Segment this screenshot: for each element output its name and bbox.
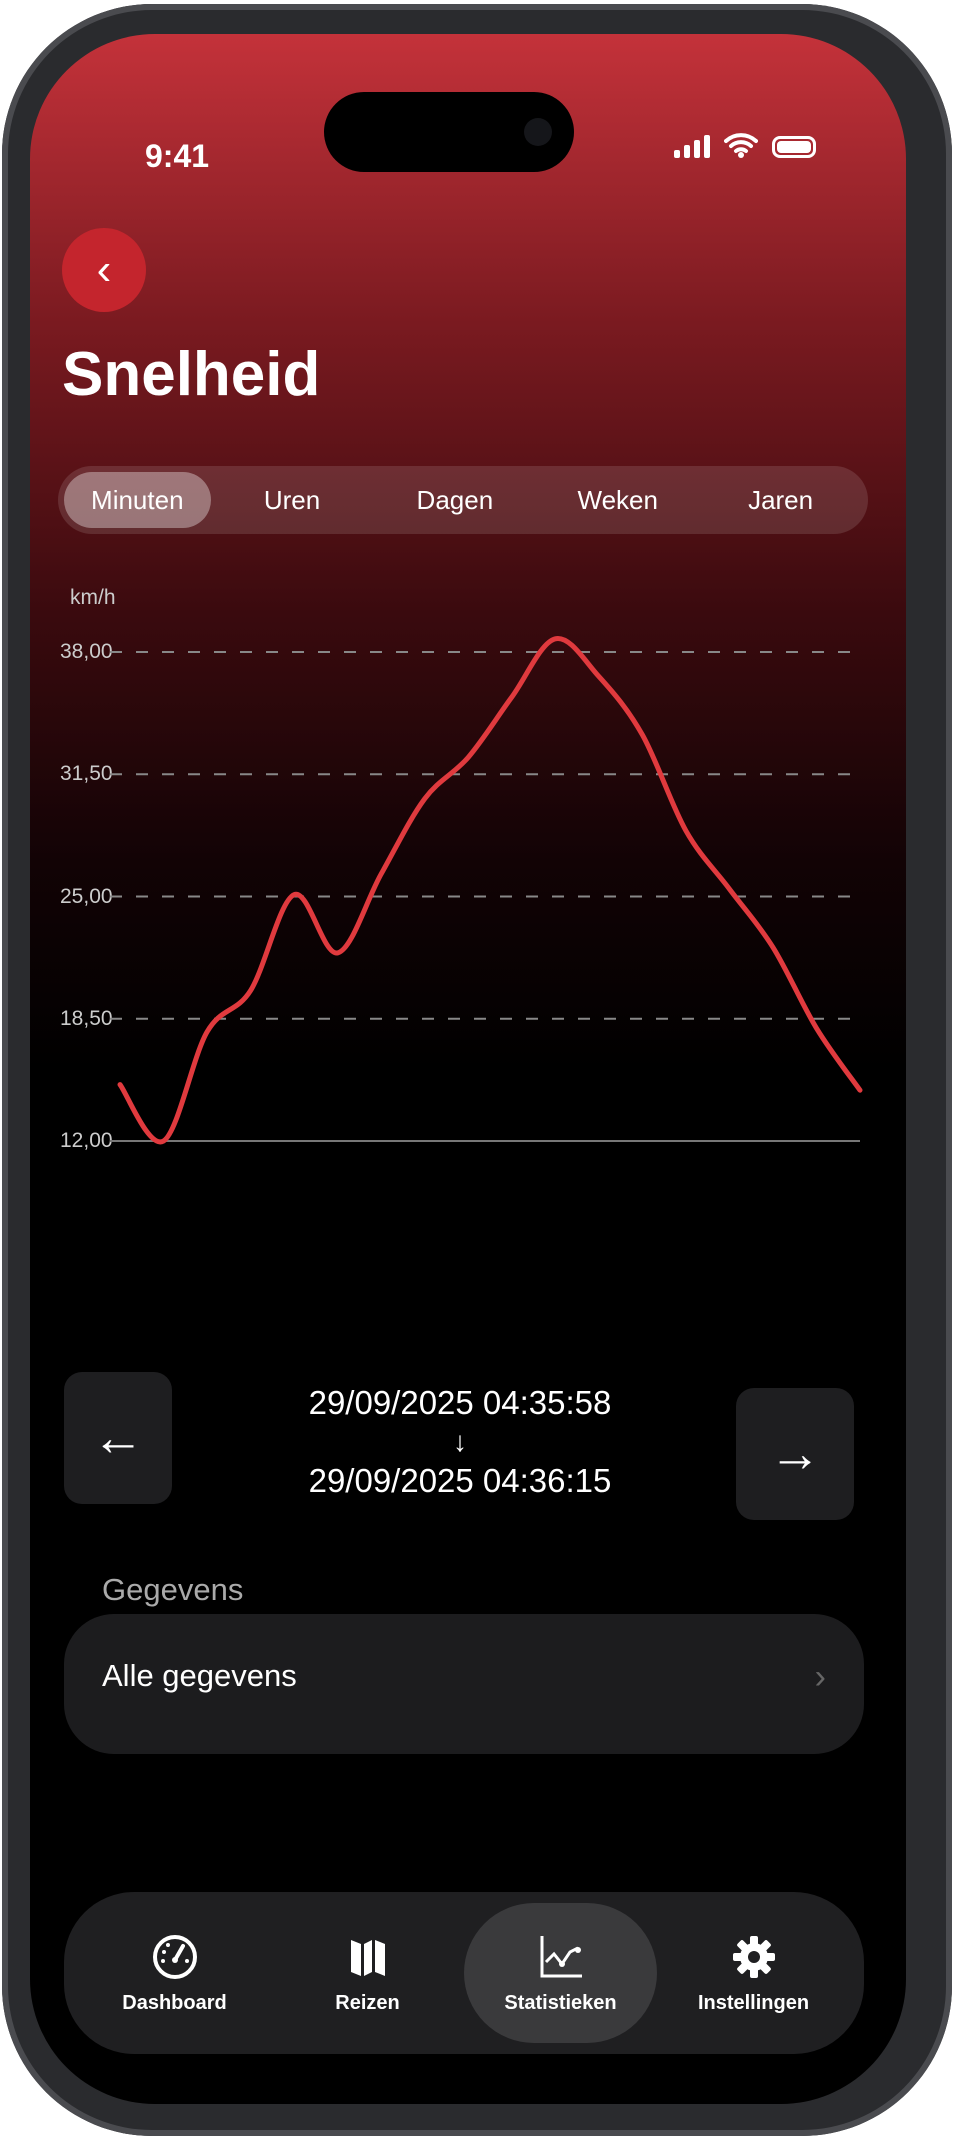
map-icon xyxy=(350,1939,385,1976)
next-range-button[interactable]: → xyxy=(736,1388,854,1520)
tab-dashboard[interactable]: Dashboard xyxy=(78,1903,271,2043)
speed-series-line xyxy=(117,636,863,1145)
y-tick-label: 31,50 xyxy=(60,762,113,786)
previous-range-button[interactable]: ← xyxy=(64,1372,172,1504)
y-tick-label: 18,50 xyxy=(60,1006,113,1030)
chevron-right-icon: › xyxy=(814,1658,826,1696)
wifi-icon xyxy=(724,133,758,158)
range-arrow: ↓ xyxy=(453,1426,467,1457)
screen: 9:41 ‹ Snelheid Minuten Uren Dagen Weken… xyxy=(30,34,906,2104)
period-segmented-control: Minuten Uren Dagen Weken Jaren xyxy=(58,466,868,534)
all-data-row[interactable]: Alle gegevens › xyxy=(64,1614,864,1754)
section-title: Gegevens xyxy=(102,1572,244,1607)
y-tick-label: 12,00 xyxy=(60,1129,113,1152)
y-axis-unit: km/h xyxy=(70,586,116,609)
arrow-right-icon: → xyxy=(769,1425,821,1483)
segment-dagen[interactable]: Dagen xyxy=(416,485,494,515)
tab-label: Dashboard xyxy=(122,1991,227,2014)
tab-reizen[interactable]: Reizen xyxy=(271,1903,464,2043)
date-range: 29/09/2025 04:35:58 ↓ 29/09/2025 04:36:1… xyxy=(180,1379,740,1505)
phone-frame: 9:41 ‹ Snelheid Minuten Uren Dagen Weken… xyxy=(2,4,952,2136)
status-icons xyxy=(674,132,816,158)
chevron-left-icon: ‹ xyxy=(96,245,112,294)
segment-jaren[interactable]: Jaren xyxy=(748,485,814,515)
y-tick-label: 25,00 xyxy=(60,884,113,908)
tab-statistieken[interactable]: Statistieken xyxy=(464,1903,657,2043)
chart-icon xyxy=(540,1935,582,1977)
back-button[interactable]: ‹ xyxy=(62,228,146,312)
row-label: Alle gegevens xyxy=(102,1658,297,1693)
segment-weken[interactable]: Weken xyxy=(577,485,658,515)
gauge-icon xyxy=(152,1934,197,1979)
signal-icon xyxy=(674,135,710,158)
tab-label: Instellingen xyxy=(697,1991,810,2014)
page-title: Snelheid xyxy=(62,340,321,409)
speed-chart xyxy=(110,636,863,1145)
battery-icon xyxy=(772,136,816,158)
status-time: 9:41 xyxy=(145,138,210,174)
segment-uren[interactable]: Uren xyxy=(263,485,321,515)
tab-label: Reizen xyxy=(335,1991,400,2014)
dynamic-island xyxy=(324,92,574,172)
tab-bar: Dashboard Reizen Statistieken Instelling… xyxy=(64,1892,864,2054)
range-end: 29/09/2025 04:36:15 xyxy=(308,1462,612,1499)
tab-instellingen[interactable]: Instellingen xyxy=(657,1903,850,2043)
camera-icon xyxy=(524,118,552,146)
range-start: 29/09/2025 04:35:58 xyxy=(308,1384,612,1421)
tab-label: Statistieken xyxy=(504,1991,617,2014)
arrow-left-icon: ← xyxy=(92,1409,144,1467)
y-tick-label: 38,00 xyxy=(60,640,113,663)
gear-icon xyxy=(732,1935,775,1978)
segment-minuten[interactable]: Minuten xyxy=(64,472,211,528)
